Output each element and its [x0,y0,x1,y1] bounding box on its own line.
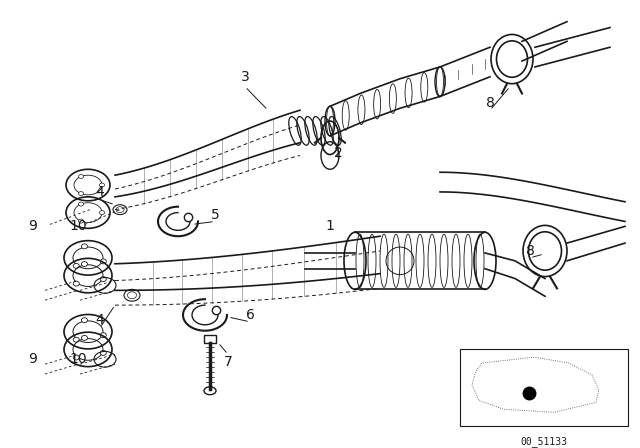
Bar [204,335,216,343]
Ellipse shape [81,318,88,323]
Text: 8: 8 [525,244,534,258]
Ellipse shape [73,281,79,286]
Text: 10: 10 [69,220,87,233]
Ellipse shape [99,211,104,215]
Ellipse shape [100,350,106,355]
Ellipse shape [73,355,79,360]
Ellipse shape [100,276,106,281]
Ellipse shape [79,202,83,206]
Text: 9: 9 [29,220,37,233]
Ellipse shape [81,336,88,340]
Text: 4: 4 [95,313,104,327]
Ellipse shape [73,263,79,268]
Text: 2: 2 [333,146,342,159]
Text: 4: 4 [95,185,104,199]
Ellipse shape [79,175,83,178]
Ellipse shape [100,259,106,264]
Ellipse shape [81,262,88,267]
Ellipse shape [99,183,104,187]
Text: 5: 5 [211,207,220,222]
Text: 7: 7 [223,355,232,369]
Text: 9: 9 [29,352,37,366]
Text: 10: 10 [69,352,87,366]
Text: 1: 1 [326,220,335,233]
Text: 00_51133: 00_51133 [520,436,568,447]
Ellipse shape [81,244,88,249]
Bar [460,349,628,426]
Text: 8: 8 [486,96,495,110]
Ellipse shape [79,219,83,223]
Ellipse shape [73,337,79,342]
Text: 6: 6 [246,308,255,322]
Ellipse shape [100,333,106,338]
Text: 3: 3 [241,70,250,84]
Ellipse shape [79,192,83,195]
